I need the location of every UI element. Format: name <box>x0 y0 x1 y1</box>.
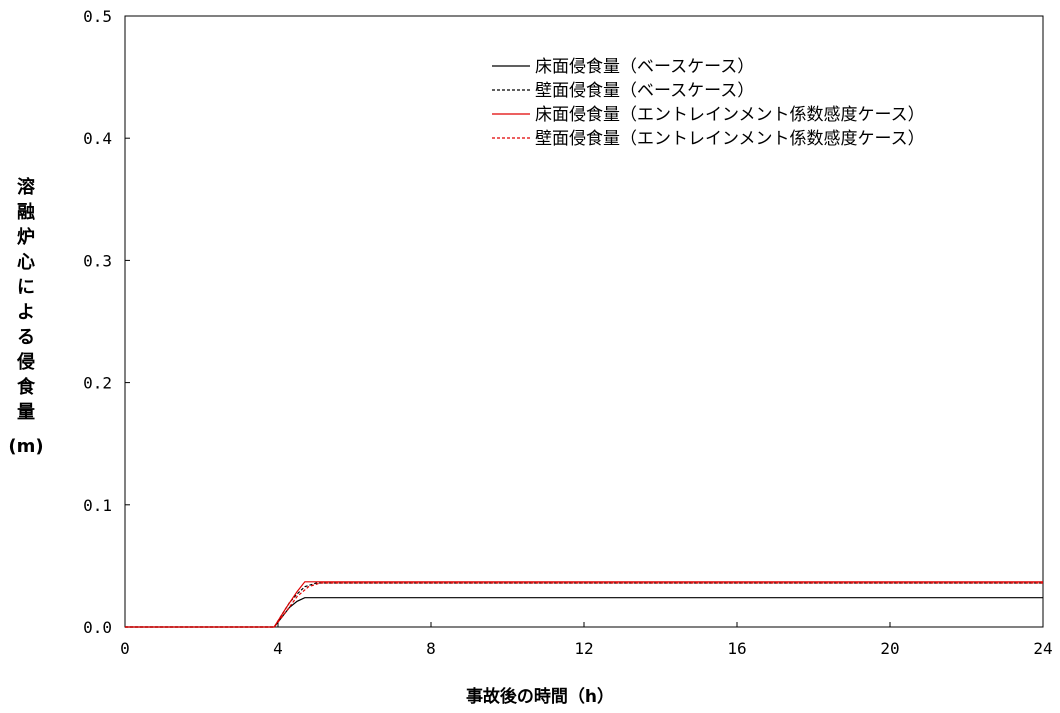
series-line-4 <box>125 582 1043 628</box>
series-line-2 <box>125 582 1043 628</box>
x-tick-label: 0 <box>120 639 130 658</box>
y-tick-label: 0.4 <box>83 129 112 148</box>
y-tick-label: 0.2 <box>83 374 112 393</box>
y-tick-label: 0.0 <box>83 618 112 637</box>
y-label-char: 侵 <box>16 351 35 373</box>
series-line-3 <box>125 581 1043 628</box>
legend: 床面侵食量（ベースケース） 壁面侵食量（ベースケース） 床面侵食量（エントレインメン… <box>492 57 925 149</box>
x-tick-label: 24 <box>1033 639 1052 658</box>
y-label-char: 食 <box>16 376 36 398</box>
x-tick-label: 20 <box>880 639 899 658</box>
x-axis-label: 事故後の時間（h） <box>466 686 614 707</box>
y-label-unit: (m) <box>8 436 43 457</box>
y-tick-label: 0.1 <box>83 496 112 515</box>
legend-label: 床面侵食量（エントレインメント係数感度ケース） <box>535 105 925 125</box>
y-label-char: 融 <box>17 202 35 223</box>
y-tick-label: 0.3 <box>83 251 112 270</box>
x-tick-label: 4 <box>273 639 283 658</box>
y-label-char: 量 <box>17 401 35 423</box>
x-tick-label: 8 <box>426 639 436 658</box>
legend-label: 壁面侵食量（ベースケース） <box>535 81 754 101</box>
x-axis-ticks: 0 4 8 12 16 20 24 <box>120 622 1053 658</box>
series-layer <box>125 581 1043 628</box>
y-tick-label: 0.5 <box>83 7 112 26</box>
legend-label: 壁面侵食量（エントレインメント係数感度ケース） <box>535 129 925 149</box>
y-axis-ticks: 0.0 0.1 0.2 0.3 0.4 0.5 <box>83 7 130 637</box>
y-label-char: 溶 <box>17 176 35 198</box>
y-label-char: に <box>17 277 35 298</box>
x-tick-label: 12 <box>574 639 593 658</box>
y-label-char: る <box>17 327 35 348</box>
y-label-char: 心 <box>17 252 35 273</box>
y-label-char: 炉 <box>17 226 35 248</box>
y-label-char: よ <box>17 302 35 323</box>
x-tick-label: 16 <box>727 639 746 658</box>
legend-label: 床面侵食量（ベースケース） <box>535 57 754 77</box>
